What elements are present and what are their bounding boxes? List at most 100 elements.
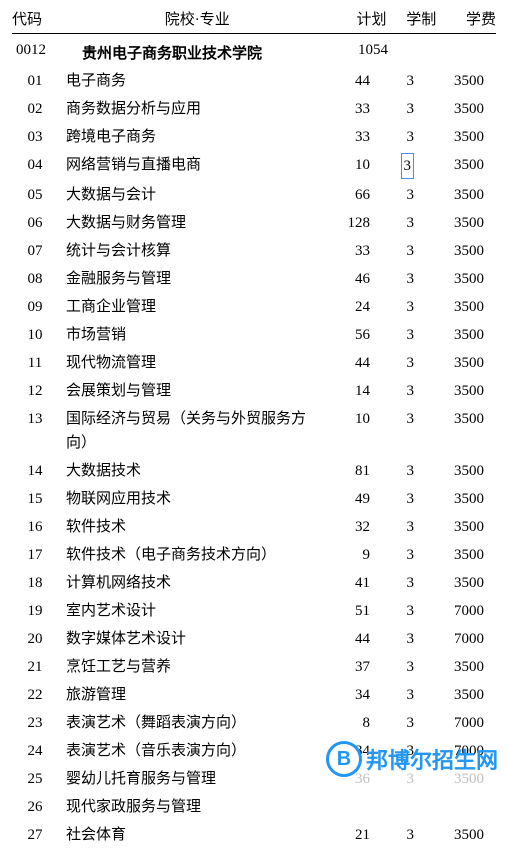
table-row: 26现代家政服务与管理 <box>12 795 496 819</box>
watermark-text: 邦博尔招生网 <box>366 743 498 775</box>
row-code: 02 <box>12 97 58 121</box>
row-code: 23 <box>12 711 58 735</box>
row-name: 软件技术（电子商务技术方向） <box>58 543 320 567</box>
row-code: 24 <box>12 739 58 763</box>
watermark-logo: B <box>326 741 362 777</box>
row-name: 金融服务与管理 <box>58 267 320 291</box>
row-plan: 21 <box>320 823 378 847</box>
row-name: 网络营销与直播电商 <box>58 153 320 179</box>
table-row: 19室内艺术设计5137000 <box>12 599 496 623</box>
table-row: 08金融服务与管理4633500 <box>12 267 496 291</box>
header-plan: 计划 <box>337 8 387 29</box>
row-name: 跨境电子商务 <box>58 125 320 149</box>
row-plan: 9 <box>320 543 378 567</box>
row-duration: 3 <box>378 655 418 679</box>
row-code: 20 <box>12 627 58 651</box>
row-fee: 3500 <box>418 267 488 291</box>
school-row: 0012 贵州电子商务职业技术学院 1054 <box>12 42 496 63</box>
row-fee: 7000 <box>418 599 488 623</box>
row-plan: 81 <box>320 459 378 483</box>
table-row: 07统计与会计核算3333500 <box>12 239 496 263</box>
row-name: 工商企业管理 <box>58 295 320 319</box>
row-name: 计算机网络技术 <box>58 571 320 595</box>
header-name: 院校·专业 <box>58 8 337 29</box>
table-container: 代码 院校·专业 计划 学制 学费 0012 贵州电子商务职业技术学院 1054… <box>0 0 508 859</box>
row-name: 现代物流管理 <box>58 351 320 375</box>
table-row: 04网络营销与直播电商1033500 <box>12 153 496 179</box>
row-duration: 3 <box>378 125 418 149</box>
row-name: 数字媒体艺术设计 <box>58 627 320 651</box>
row-plan: 44 <box>320 69 378 93</box>
row-code: 25 <box>12 767 58 791</box>
row-plan: 56 <box>320 323 378 347</box>
row-plan: 33 <box>320 239 378 263</box>
row-code: 14 <box>12 459 58 483</box>
row-code: 19 <box>12 599 58 623</box>
row-duration: 3 <box>378 627 418 651</box>
row-duration: 3 <box>378 515 418 539</box>
table-row: 11现代物流管理4433500 <box>12 351 496 375</box>
table-row: 13国际经济与贸易（关务与外贸服务方向）1033500 <box>12 407 496 455</box>
row-fee: 3500 <box>418 153 488 179</box>
row-code: 21 <box>12 655 58 679</box>
table-row: 20数字媒体艺术设计4437000 <box>12 627 496 651</box>
row-fee: 3500 <box>418 239 488 263</box>
row-duration: 3 <box>378 239 418 263</box>
row-plan: 51 <box>320 599 378 623</box>
row-fee: 3500 <box>418 323 488 347</box>
row-plan: 49 <box>320 487 378 511</box>
row-name: 室内艺术设计 <box>58 599 320 623</box>
row-code: 16 <box>12 515 58 539</box>
row-code: 13 <box>12 407 58 455</box>
row-fee: 3500 <box>418 515 488 539</box>
row-plan: 10 <box>320 153 378 179</box>
row-code: 03 <box>12 125 58 149</box>
row-code: 27 <box>12 823 58 847</box>
row-plan: 34 <box>320 683 378 707</box>
table-row: 10市场营销5633500 <box>12 323 496 347</box>
table-row: 15物联网应用技术4933500 <box>12 487 496 511</box>
row-name: 现代家政服务与管理 <box>58 795 320 819</box>
row-fee: 3500 <box>418 543 488 567</box>
row-name: 婴幼儿托育服务与管理 <box>58 767 320 791</box>
row-duration: 3 <box>378 97 418 121</box>
row-fee: 3500 <box>418 183 488 207</box>
row-name: 市场营销 <box>58 323 320 347</box>
row-name: 大数据与会计 <box>58 183 320 207</box>
row-duration: 3 <box>378 683 418 707</box>
row-code: 22 <box>12 683 58 707</box>
row-duration: 3 <box>378 323 418 347</box>
row-name: 旅游管理 <box>58 683 320 707</box>
row-duration: 3 <box>378 379 418 403</box>
table-row: 06大数据与财务管理12833500 <box>12 211 496 235</box>
row-fee: 3500 <box>418 823 488 847</box>
row-duration: 3 <box>378 153 418 179</box>
row-duration: 3 <box>378 407 418 455</box>
row-duration: 3 <box>378 69 418 93</box>
row-name: 大数据与财务管理 <box>58 211 320 235</box>
row-fee: 3500 <box>418 351 488 375</box>
row-plan: 128 <box>320 211 378 235</box>
row-name: 烹饪工艺与营养 <box>58 655 320 679</box>
row-name: 社会体育 <box>58 823 320 847</box>
row-fee: 3500 <box>418 487 488 511</box>
table-row: 16软件技术3233500 <box>12 515 496 539</box>
row-code: 12 <box>12 379 58 403</box>
row-code: 11 <box>12 351 58 375</box>
row-plan: 10 <box>320 407 378 455</box>
row-duration: 3 <box>378 823 418 847</box>
row-plan: 66 <box>320 183 378 207</box>
row-plan: 44 <box>320 351 378 375</box>
row-name: 统计与会计核算 <box>58 239 320 263</box>
row-fee: 3500 <box>418 211 488 235</box>
table-row: 01电子商务4433500 <box>12 69 496 93</box>
row-code: 15 <box>12 487 58 511</box>
table-row: 05大数据与会计6633500 <box>12 183 496 207</box>
row-plan: 14 <box>320 379 378 403</box>
row-fee: 3500 <box>418 683 488 707</box>
row-duration: 3 <box>378 571 418 595</box>
highlight-box: 3 <box>401 153 415 179</box>
table-row: 22旅游管理3433500 <box>12 683 496 707</box>
header-duration: 学制 <box>386 8 436 29</box>
row-plan: 33 <box>320 97 378 121</box>
